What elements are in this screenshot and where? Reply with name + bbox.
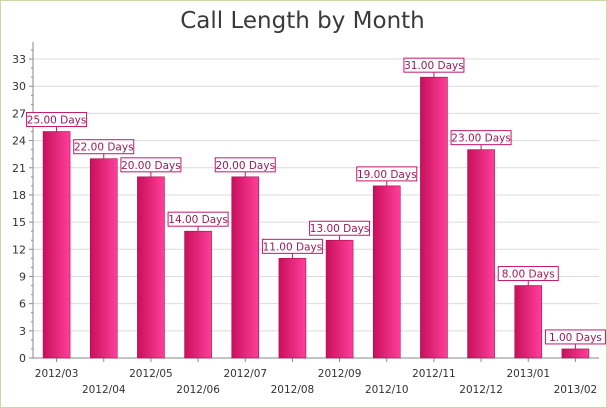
bar [231,176,260,359]
y-tick-label: 33 [12,53,26,66]
data-label: 20.00 Days [215,160,275,172]
data-label: 19.00 Days [357,169,417,181]
y-tick-label: 30 [12,80,26,93]
bars [42,76,590,359]
data-label: 20.00 Days [121,160,181,172]
y-tick-label: 6 [19,298,26,311]
data-label-box [450,130,512,146]
bar [278,258,307,359]
data-label-box [167,211,229,227]
bar [467,149,495,359]
grid-lines [33,58,599,332]
y-tick-label: 9 [19,270,26,283]
data-label-box [261,238,323,254]
data-label-box [120,157,182,173]
data-label-box [214,157,276,173]
bar [42,131,71,359]
x-tick-label: 2012/03 [35,368,79,380]
x-tick-label: 2012/10 [365,384,409,396]
y-tick-label: 27 [12,107,26,120]
bar [372,185,401,359]
y-tick-label: 18 [12,189,26,202]
y-tick-label: 12 [12,243,26,256]
x-tick-label: 2012/09 [318,368,362,380]
x-tick-label: 2012/12 [459,384,503,396]
data-label-box [497,266,559,282]
data-label: 8.00 Days [502,269,555,281]
x-tick-label: 2013/01 [506,368,550,380]
data-label: 14.00 Days [168,214,228,226]
data-label-box [356,166,418,182]
axes [29,42,599,362]
x-tick-label: 2012/05 [129,368,173,380]
data-label: 31.00 Days [404,60,464,72]
data-label-box [309,220,371,236]
y-tick-label: 21 [12,162,26,175]
data-label-box [403,57,465,73]
bar [514,285,543,359]
data-label-box [544,329,606,345]
bar [420,76,448,359]
data-label: 25.00 Days [27,115,87,127]
x-tick-label: 2012/07 [223,368,267,380]
bar [325,239,354,359]
data-label-box [26,112,88,128]
x-tick-label: 2012/08 [271,384,315,396]
y-tick-label: 15 [12,216,26,229]
y-tick-label: 24 [12,135,26,148]
x-tick-label: 2012/11 [412,368,456,380]
tick-labels: 036912151821242730332012/032012/042012/0… [12,53,597,396]
chart-title: Call Length by Month [180,8,425,34]
data-labels: 25.00 Days 22.00 Days 20.00 Days 14.00 Days… [26,57,606,349]
data-label: 13.00 Days [310,223,370,235]
bar [184,230,212,359]
bar [89,158,118,359]
data-label: 22.00 Days [74,142,134,154]
data-label-box [73,139,135,155]
x-tick-label: 2012/06 [176,384,220,396]
y-tick-label: 0 [19,352,26,365]
data-label: 1.00 Days [549,332,602,344]
bar [137,176,165,359]
x-tick-label: 2013/02 [554,384,598,396]
y-tick-label: 3 [19,325,26,338]
data-label: 23.00 Days [451,133,511,145]
x-tick-label: 2012/04 [82,384,126,396]
data-label: 11.00 Days [263,241,323,253]
bar [561,348,590,359]
